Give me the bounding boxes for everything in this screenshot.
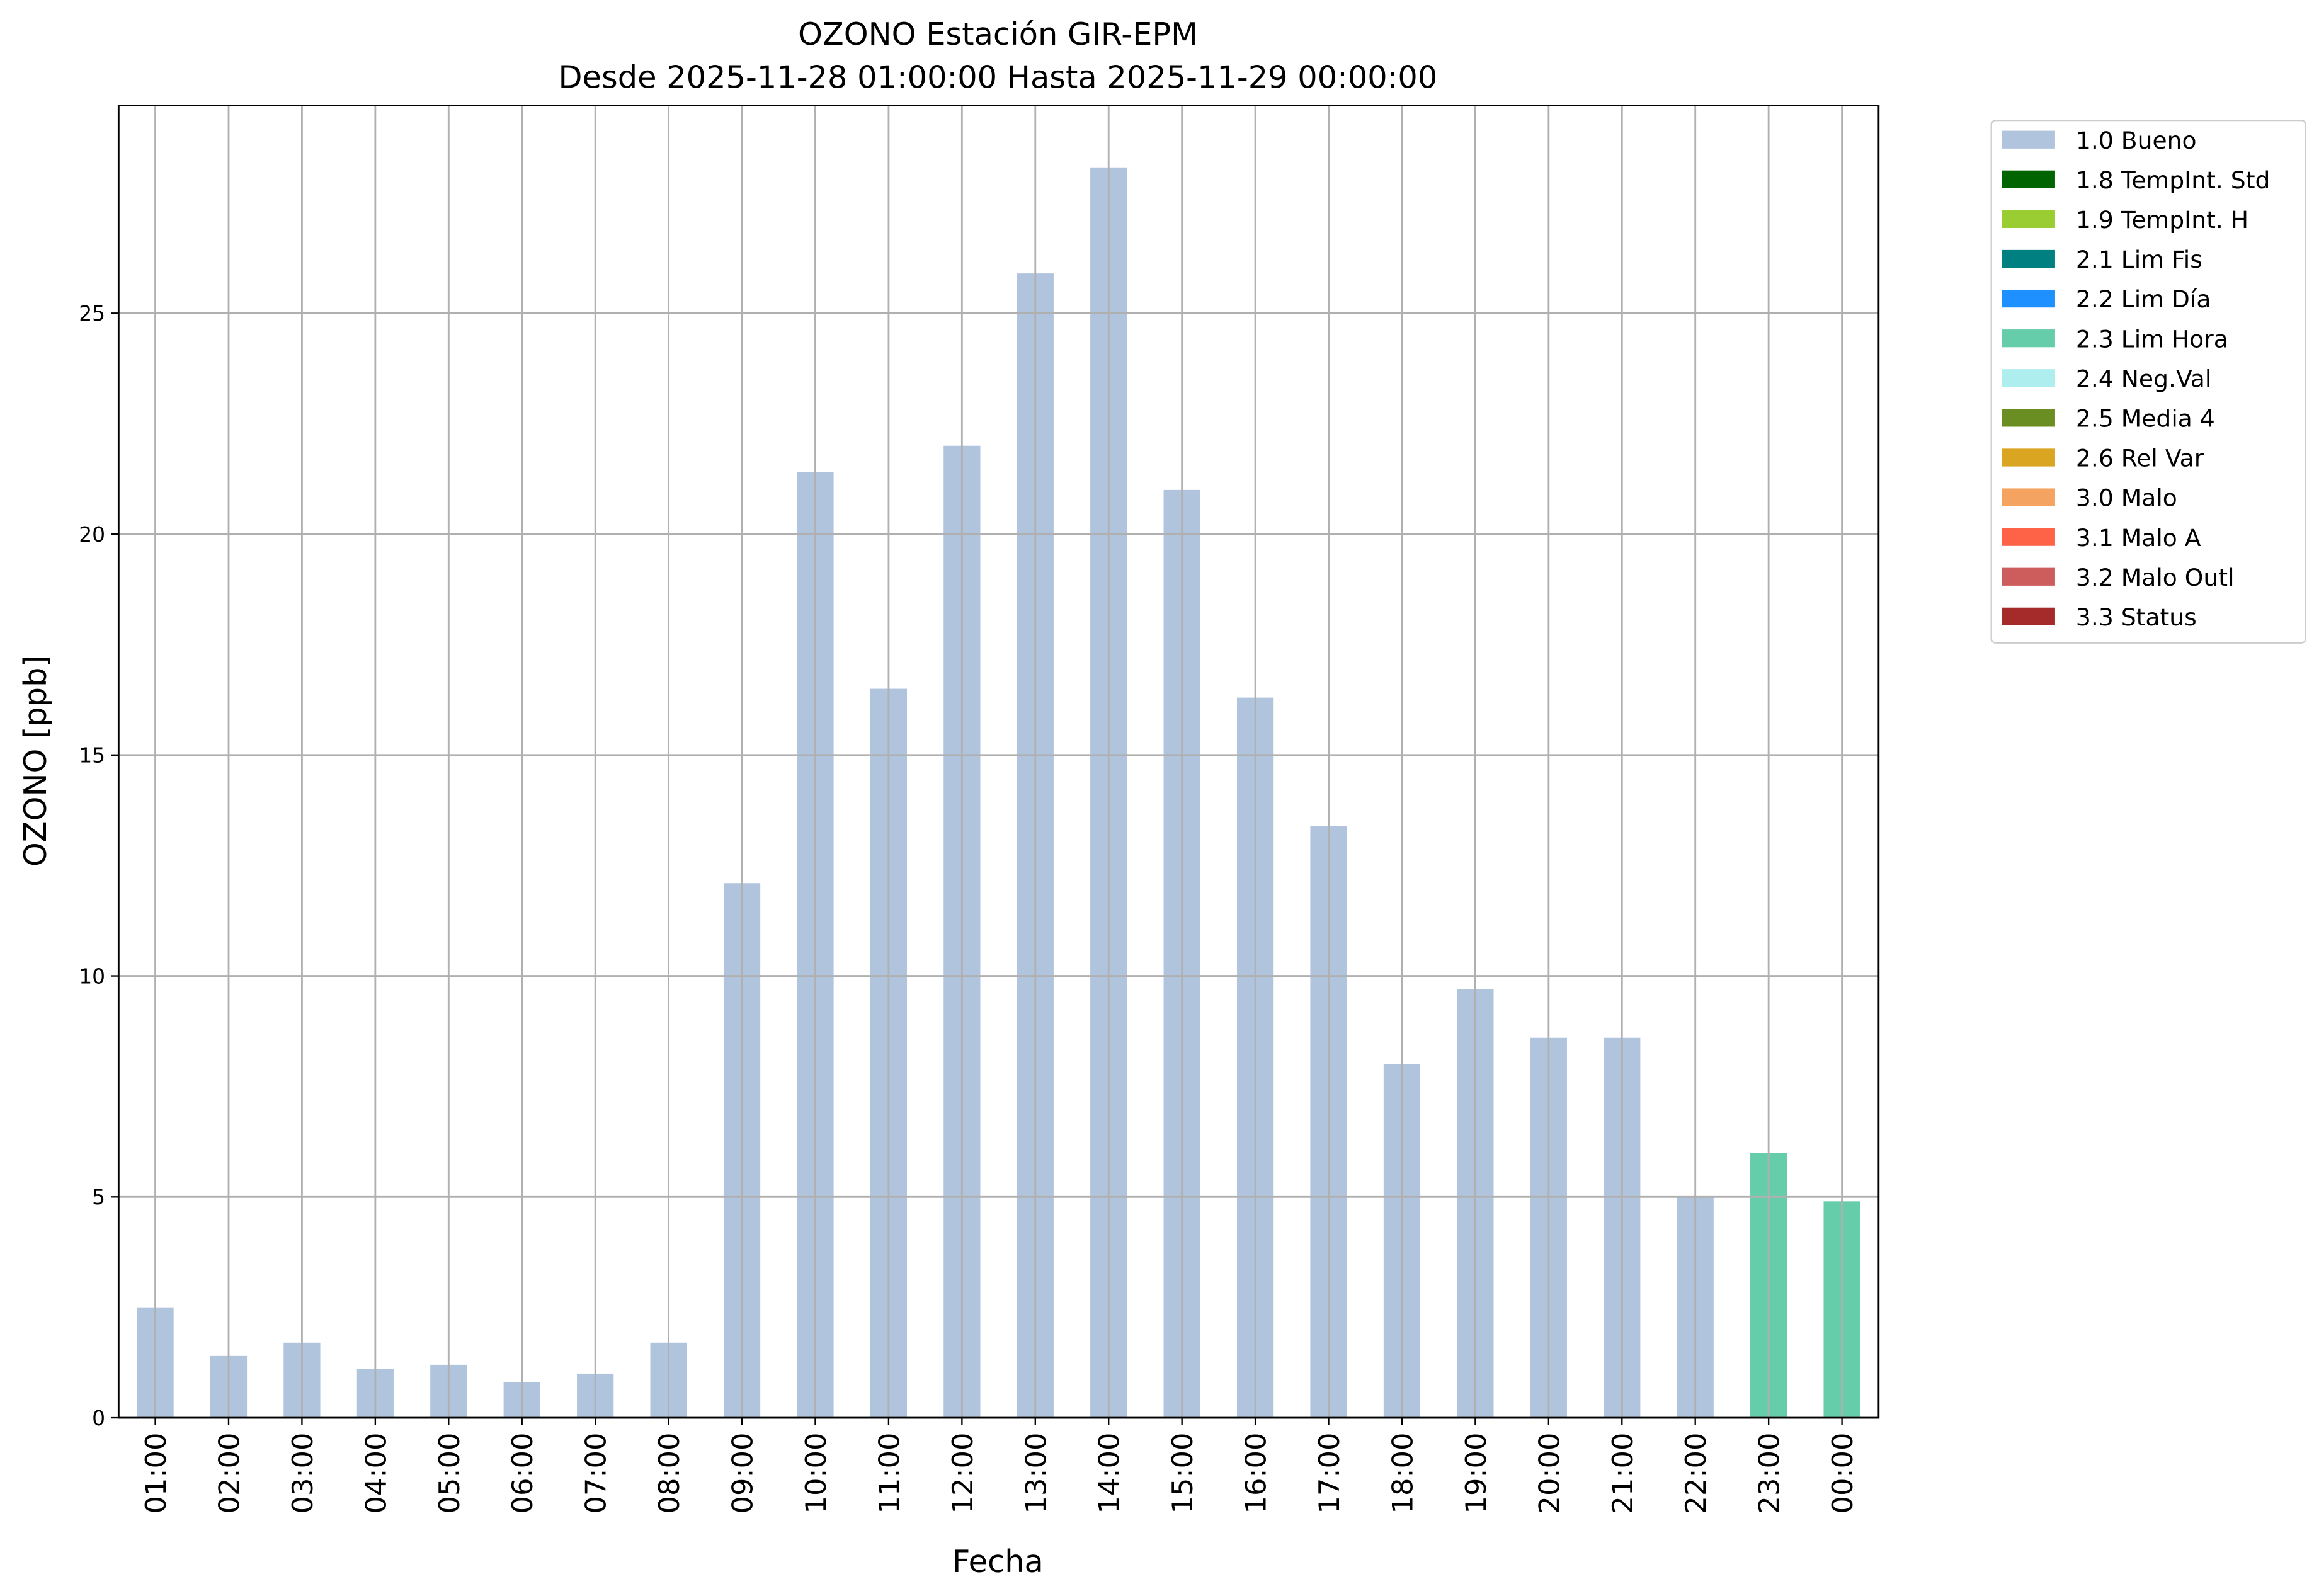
x-tick-label: 09:00 <box>726 1433 760 1514</box>
y-axis-label: OZONO [ppb] <box>17 655 54 867</box>
x-tick-label: 22:00 <box>1679 1433 1712 1514</box>
x-tick-label: 01:00 <box>139 1433 173 1514</box>
x-tick-label: 15:00 <box>1166 1433 1199 1514</box>
legend-label: 1.8 TempInt. Std <box>2076 166 2270 194</box>
legend-swatch <box>2002 210 2055 229</box>
legend-swatch <box>2002 607 2055 625</box>
legend-label: 2.3 Lim Hora <box>2076 325 2228 353</box>
x-axis-label: Fecha <box>952 1543 1044 1580</box>
x-tick-label: 12:00 <box>946 1433 979 1514</box>
y-tick-label: 25 <box>79 301 105 326</box>
y-tick-label: 15 <box>79 743 105 768</box>
y-tick-label: 20 <box>79 522 105 547</box>
legend-swatch <box>2002 130 2055 149</box>
x-tick-label: 07:00 <box>579 1433 613 1514</box>
x-tick-label: 21:00 <box>1606 1433 1639 1514</box>
x-tick-label: 18:00 <box>1386 1433 1419 1514</box>
legend-label: 2.2 Lim Día <box>2076 285 2211 313</box>
legend-swatch <box>2002 409 2055 427</box>
x-tick-label: 13:00 <box>1019 1433 1052 1514</box>
x-tick-label: 17:00 <box>1313 1433 1346 1514</box>
chart-subtitle: Desde 2025-11-28 01:00:00 Hasta 2025-11-… <box>559 59 1438 95</box>
y-tick-label: 5 <box>92 1185 105 1209</box>
x-tick-label: 06:00 <box>506 1433 539 1514</box>
y-tick-label: 0 <box>92 1406 105 1430</box>
legend-swatch <box>2002 369 2055 387</box>
x-tick-label: 08:00 <box>652 1433 686 1514</box>
x-tick-label: 19:00 <box>1459 1433 1493 1514</box>
legend-swatch <box>2002 528 2055 546</box>
legend-label: 3.0 Malo <box>2076 484 2177 512</box>
legend-label: 2.4 Neg.Val <box>2076 365 2211 392</box>
x-tick-label: 20:00 <box>1532 1433 1566 1514</box>
legend-swatch <box>2002 488 2055 506</box>
x-tick-label: 14:00 <box>1093 1433 1126 1514</box>
legend-label: 1.9 TempInt. H <box>2076 206 2248 234</box>
legend-label: 2.1 Lim Fis <box>2076 246 2202 273</box>
x-tick-label: 11:00 <box>872 1433 906 1514</box>
x-tick-label: 00:00 <box>1826 1433 1859 1514</box>
legend-swatch <box>2002 448 2055 467</box>
legend-label: 2.5 Media 4 <box>2076 405 2215 433</box>
legend-label: 1.0 Bueno <box>2076 127 2197 154</box>
legend-swatch <box>2002 329 2055 348</box>
legend-label: 3.3 Status <box>2076 603 2197 631</box>
legend-label: 3.1 Malo A <box>2076 524 2201 552</box>
legend-swatch <box>2002 567 2055 586</box>
x-tick-label: 05:00 <box>433 1433 466 1514</box>
legend-label: 2.6 Rel Var <box>2076 445 2204 472</box>
chart-title: OZONO Estación GIR-EPM <box>798 16 1198 52</box>
x-tick-label: 02:00 <box>212 1433 246 1514</box>
y-tick-label: 10 <box>79 964 105 988</box>
legend-box <box>1990 119 2306 644</box>
legend-swatch <box>2002 249 2055 268</box>
x-tick-label: 10:00 <box>799 1433 833 1514</box>
plot-frame <box>117 105 1880 1419</box>
legend-label: 3.2 Malo Outl <box>2076 564 2235 591</box>
x-tick-label: 04:00 <box>359 1433 392 1514</box>
x-tick-label: 23:00 <box>1753 1433 1786 1514</box>
x-tick-label: 03:00 <box>286 1433 319 1514</box>
x-tick-label: 16:00 <box>1239 1433 1273 1514</box>
legend-swatch <box>2002 289 2055 308</box>
legend-swatch <box>2002 170 2055 188</box>
